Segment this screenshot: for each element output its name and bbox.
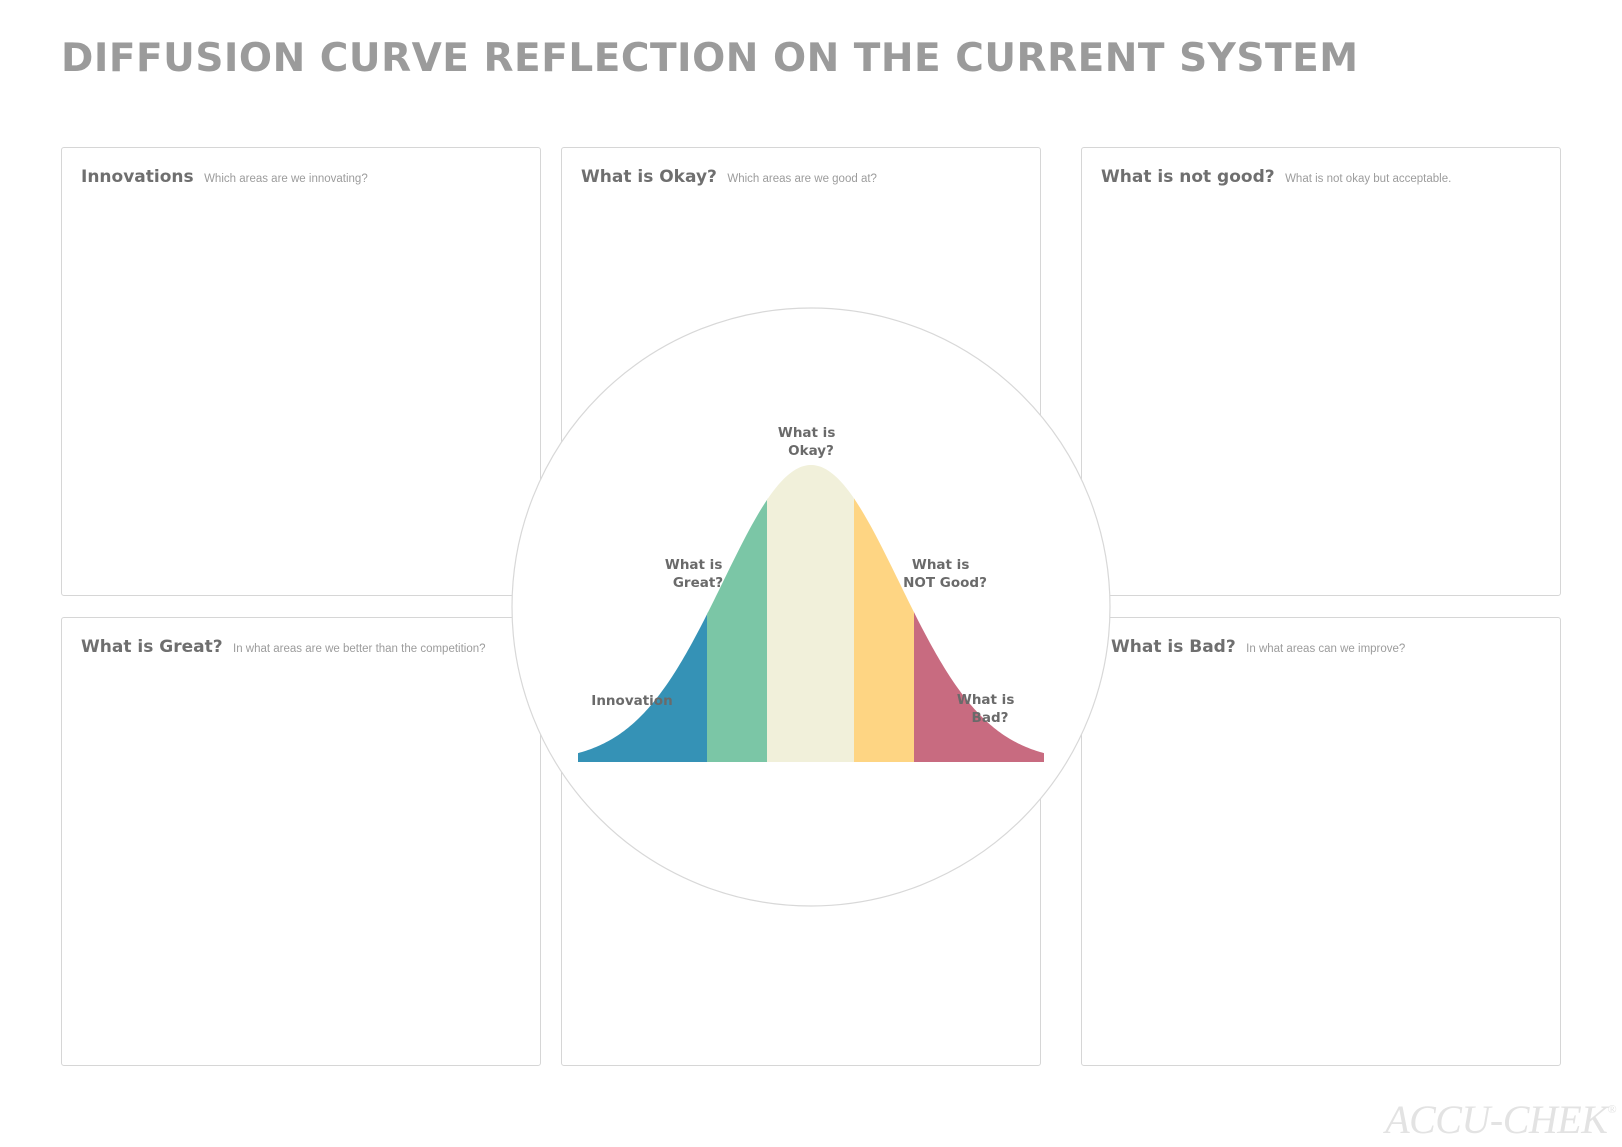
panel-great[interactable]: What is Great? In what areas are we bett… [61, 617, 541, 1066]
panel-title: Innovations [81, 167, 194, 187]
panel-title: What is not good? [1101, 167, 1275, 187]
panel-subtitle: What is not okay but acceptable. [1285, 173, 1452, 185]
panel-title: What is Bad? [1111, 637, 1236, 657]
panel-okay[interactable]: What is Okay? Which areas are we good at… [561, 147, 1041, 596]
panel-bad[interactable]: What is Bad? In what areas can we improv… [1081, 617, 1561, 1066]
panel-subtitle: In what areas are we better than the com… [233, 643, 486, 655]
panel-subtitle: Which areas are we good at? [727, 173, 877, 185]
panel-subtitle: Which areas are we innovating? [204, 173, 368, 185]
panel-bottom-center[interactable] [561, 617, 1041, 1066]
panel-title: What is Great? [81, 637, 223, 657]
logo-text: ACCU-CHEK [1385, 1097, 1608, 1142]
panel-title: What is Okay? [581, 167, 717, 187]
panel-not-good[interactable]: What is not good? What is not okay but a… [1081, 147, 1561, 596]
panel-header: What is Bad? In what areas can we improv… [1111, 637, 1405, 657]
panel-header: What is Okay? Which areas are we good at… [581, 167, 877, 187]
accu-chek-logo: ACCU-CHEK® [1385, 1096, 1616, 1143]
panel-header: What is Great? In what areas are we bett… [81, 637, 486, 657]
panel-innovations[interactable]: Innovations Which areas are we innovatin… [61, 147, 541, 596]
panel-subtitle: In what areas can we improve? [1246, 643, 1406, 655]
panel-header: What is not good? What is not okay but a… [1101, 167, 1451, 187]
page-title: DIFFUSION CURVE REFLECTION ON THE CURREN… [61, 36, 1359, 81]
registered-mark: ® [1607, 1102, 1616, 1116]
panel-header: Innovations Which areas are we innovatin… [81, 167, 368, 187]
